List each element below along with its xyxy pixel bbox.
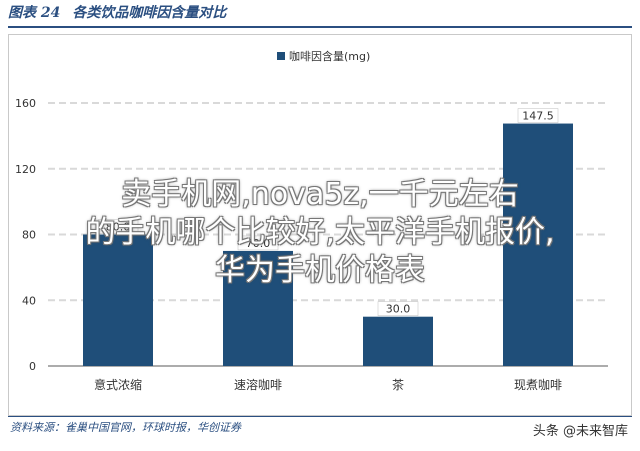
y-tick-label: 80 <box>22 229 36 242</box>
data-label-box <box>517 108 559 123</box>
y-tick-label: 160 <box>15 97 36 110</box>
header-rule <box>8 26 632 28</box>
figure-label: 图表 24 <box>8 5 61 21</box>
bar <box>223 250 293 366</box>
y-tick-label: 0 <box>29 360 36 373</box>
x-tick-label: 现煮咖啡 <box>514 377 562 392</box>
data-label: 70.0 <box>246 237 271 250</box>
x-tick-label: 茶 <box>392 377 404 392</box>
data-label: 147.5 <box>522 110 554 123</box>
data-label-box <box>237 235 279 251</box>
figure-header: 图表 24 各类饮品咖啡因含量对比 <box>8 2 238 22</box>
data-label: 30.0 <box>386 303 411 316</box>
legend-swatch <box>277 52 285 60</box>
x-tick-label: 意式浓缩 <box>94 377 142 392</box>
data-label-box <box>377 301 419 316</box>
chart-frame <box>8 34 632 416</box>
x-tick-label: 速溶咖啡 <box>234 377 282 392</box>
y-tick-label: 120 <box>15 163 36 176</box>
bar <box>363 316 433 366</box>
legend-label: 咖啡因含量(mg) <box>289 49 370 63</box>
bar <box>83 234 153 366</box>
source-note: 资料来源：雀巢中国官网，环球时报，华创证券 <box>10 421 241 434</box>
credit-text: 头条 @未来智库 <box>532 424 628 439</box>
footer-rule <box>8 416 632 417</box>
bar <box>503 123 573 366</box>
data-label: 80.0 <box>106 221 131 234</box>
figure-title: 各类饮品咖啡因含量对比 <box>72 5 227 21</box>
y-tick-label: 40 <box>22 294 36 307</box>
data-label-box <box>97 219 139 234</box>
